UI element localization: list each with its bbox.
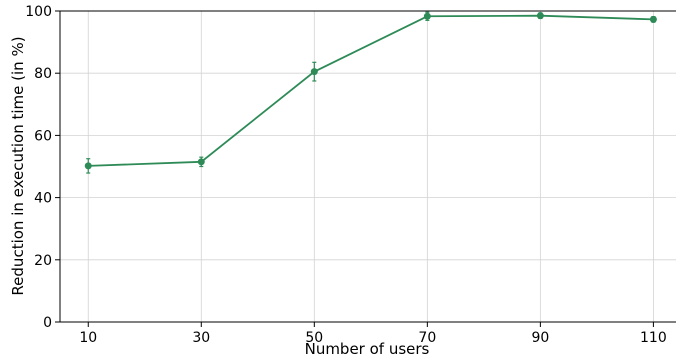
x-tick-label: 50 <box>305 330 323 346</box>
x-tick-label: 10 <box>79 330 97 346</box>
data-point <box>649 15 657 23</box>
y-tick-label: 0 <box>43 315 52 331</box>
axes <box>55 10 676 327</box>
data-point <box>197 158 205 166</box>
data-point <box>423 12 431 20</box>
y-tick-label: 40 <box>34 191 52 207</box>
series-line <box>88 14 654 167</box>
data-point <box>84 162 92 170</box>
data-point <box>536 12 544 20</box>
grid-lines <box>60 11 676 322</box>
y-tick-label: 80 <box>34 66 52 82</box>
data-point <box>310 68 318 76</box>
y-tick-label: 100 <box>25 4 52 20</box>
tick-labels: 10 30 50 70 90 110 0 20 40 60 80 100 <box>25 4 666 346</box>
x-tick-label: 30 <box>192 330 210 346</box>
x-tick-label: 70 <box>418 330 436 346</box>
x-tick-label: 90 <box>531 330 549 346</box>
y-axis-label: Reduction in execution time (in %) <box>9 36 27 295</box>
y-tick-label: 20 <box>34 253 52 269</box>
x-axis-label: Number of users <box>305 340 430 358</box>
x-tick-label: 110 <box>640 330 667 346</box>
y-tick-label: 60 <box>34 128 52 144</box>
series <box>84 11 657 174</box>
